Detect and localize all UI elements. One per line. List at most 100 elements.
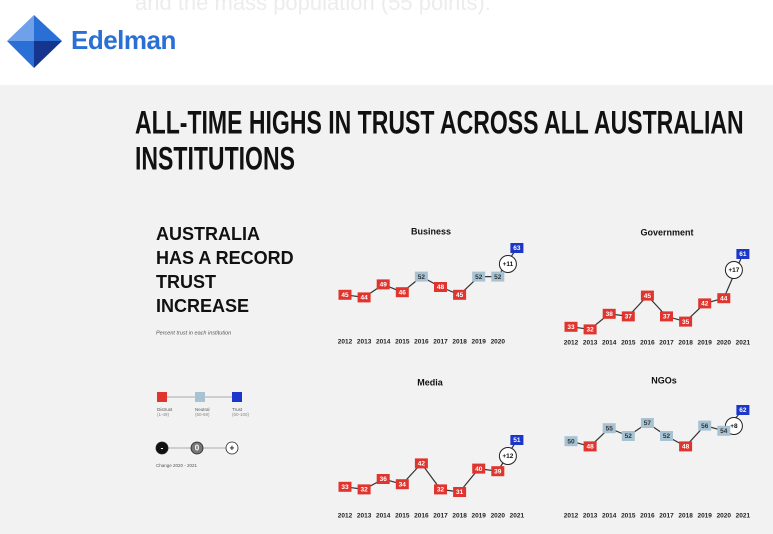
x-tick-label: 2012 (564, 513, 579, 520)
change-dot (225, 441, 239, 455)
legend-name: Distrust (157, 407, 173, 412)
point-label: 37 (625, 314, 633, 321)
point-box (491, 271, 505, 282)
point-label: 32 (586, 327, 594, 334)
x-tick-label: 2021 (736, 340, 751, 347)
point-box (472, 463, 486, 474)
point-box (338, 481, 352, 492)
x-tick-label: 2014 (376, 339, 391, 346)
point-box (338, 289, 352, 300)
point-box (376, 474, 390, 484)
point-label: 35 (682, 319, 690, 326)
change-circle (498, 255, 517, 273)
point-label: 52 (475, 274, 483, 281)
point-label: 46 (399, 289, 407, 296)
x-tick-label: 2015 (395, 339, 410, 346)
change-dot-label: - (161, 444, 164, 453)
point-label: 33 (567, 324, 575, 331)
point-box (640, 290, 654, 301)
x-tick-label: 2020 (491, 339, 506, 346)
point-label: 55 (606, 425, 614, 432)
point-box (453, 289, 467, 300)
trend-line (344, 247, 518, 299)
x-tick-label: 2013 (357, 339, 372, 346)
point-box (640, 418, 654, 428)
point-label: 42 (418, 461, 426, 468)
x-tick-label: 2013 (583, 340, 598, 347)
trend-line (570, 409, 744, 448)
trend-line (570, 253, 744, 331)
point-box (357, 484, 371, 495)
faded-text: and the mass population (55 points). (135, 0, 491, 15)
point-box (472, 271, 486, 282)
point-label: 37 (663, 314, 671, 321)
x-tick-label: 2018 (678, 340, 693, 347)
change-label: Change 2020 - 2021 (156, 463, 198, 468)
panel-heading: HAS A RECORD (156, 248, 294, 268)
x-tick-label: 2016 (640, 513, 655, 520)
title-line: INSTITUTIONS (135, 141, 295, 177)
point-box (491, 466, 505, 477)
point-box (583, 441, 597, 452)
point-box (414, 458, 428, 469)
x-tick-label: 2013 (583, 513, 598, 520)
point-label: 44 (360, 295, 368, 302)
point-label: 44 (720, 295, 728, 302)
panel-subtitle: Percent trust in each institution (156, 330, 231, 336)
point-label: 48 (682, 444, 690, 451)
logo-text[interactable]: Edelman (71, 25, 176, 55)
logo-mark (7, 15, 62, 68)
point-label: 39 (494, 468, 502, 475)
point-box (510, 435, 524, 445)
legend-swatch (232, 392, 242, 402)
x-tick-label: 2018 (452, 513, 467, 520)
point-box (414, 271, 428, 282)
x-tick-label: 2016 (640, 340, 655, 347)
trend-line (344, 439, 518, 493)
change-dot (190, 441, 204, 455)
point-box (453, 487, 467, 497)
header-bg (0, 0, 773, 85)
x-tick-label: 2020 (717, 513, 732, 520)
point-label: 45 (644, 293, 652, 300)
point-label: 51 (513, 437, 521, 444)
x-tick-label: 2015 (395, 513, 410, 520)
point-label: 38 (606, 311, 614, 318)
x-tick-label: 2017 (433, 513, 448, 520)
point-label: 57 (644, 420, 652, 427)
legend-name: Trust (232, 407, 243, 412)
point-box (621, 431, 635, 441)
chart-title: NGOs (651, 375, 677, 385)
point-label: 33 (341, 484, 349, 491)
point-label: 32 (360, 487, 368, 494)
point-label: 61 (739, 251, 747, 258)
change-annotation: +8 (730, 423, 738, 430)
point-label: 52 (494, 274, 502, 281)
legend-swatch (195, 392, 205, 402)
chart-title: Government (640, 227, 693, 237)
x-tick-label: 2018 (678, 513, 693, 520)
x-tick-label: 2021 (736, 513, 751, 520)
x-tick-label: 2012 (338, 513, 353, 520)
point-box (564, 436, 578, 447)
point-box (583, 324, 597, 335)
x-tick-label: 2019 (697, 513, 712, 520)
x-tick-label: 2015 (621, 513, 636, 520)
change-annotation: +11 (503, 261, 514, 268)
x-tick-label: 2016 (414, 513, 429, 520)
point-label: 45 (456, 292, 464, 299)
x-tick-label: 2018 (452, 339, 467, 346)
point-box (679, 316, 693, 327)
point-box (717, 293, 731, 304)
x-tick-label: 2017 (659, 340, 674, 347)
panel-heading: INCREASE (156, 296, 249, 316)
panel-heading: TRUST (156, 272, 216, 292)
x-tick-label: 2016 (414, 339, 429, 346)
x-tick-label: 2015 (621, 340, 636, 347)
point-label: 48 (586, 444, 594, 451)
legend-range: (50-59) (195, 412, 210, 417)
point-box (395, 479, 409, 490)
x-tick-label: 2019 (697, 340, 712, 347)
x-tick-label: 2013 (357, 513, 372, 520)
